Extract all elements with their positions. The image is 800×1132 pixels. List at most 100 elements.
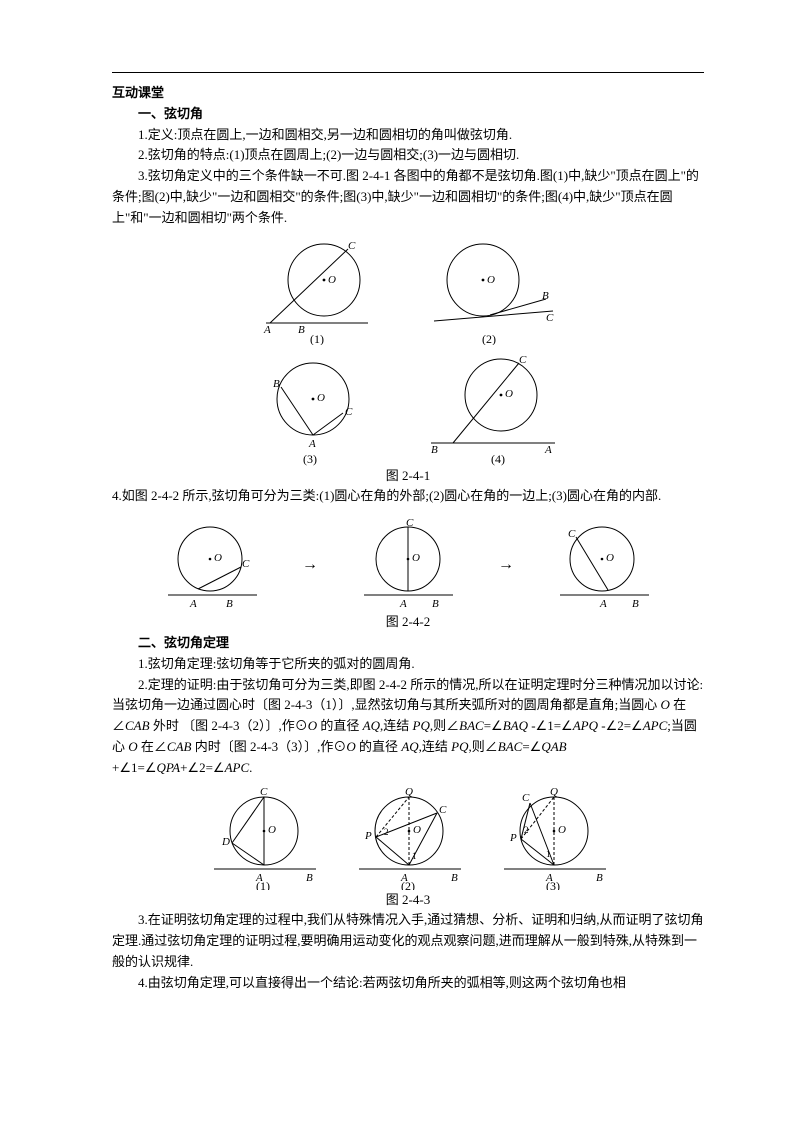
sym-QAB: QAB [541,739,566,754]
label-C4: C [519,354,527,366]
fig-241-row2: O B C A (3) O B A C (4) [112,351,704,466]
t: -∠1=∠ [528,718,573,733]
page-title: 互动课堂 [112,83,704,104]
sym-AQ2: AQ [401,739,418,754]
t: 的直径 [356,739,402,754]
fig-242-2: O C A B [358,517,458,612]
sym-PQ2: PQ [451,739,468,754]
B: B [306,872,313,884]
label-B4: B [431,444,438,456]
o: O [558,824,566,836]
label-C3: C [345,406,353,418]
l-B2: B [432,598,439,610]
two: 2 [384,827,389,837]
section-1-heading: 一、弦切角 [112,104,704,125]
sub-1: (1) [310,332,324,345]
Q: Q [550,786,558,798]
sym-O4: O [346,739,355,754]
t: =∠ [522,739,541,754]
sym-APC: APC [643,718,668,733]
sub-4: (4) [491,452,505,466]
sec2-p4: 4.由弦切角定理,可以直接得出一个结论:若两弦切角所夹的弧相等,则这两个弦切角也… [112,973,704,994]
s3: (3) [546,879,560,890]
page: 互动课堂 一、弦切角 1.定义:顶点在圆上,一边和圆相交,另一边和圆相切的角叫做… [0,0,800,1132]
Q: Q [405,786,413,798]
fig-241-row1: O A B C (1) O B C (2) [112,235,704,345]
sym-CAB2: CAB [167,739,192,754]
label-A: A [263,324,271,336]
l-O3: O [606,552,614,564]
B: B [596,872,603,884]
l-C: C [242,558,250,570]
label-B3: B [273,378,280,390]
sec1-p1: 1.定义:顶点在圆上,一边和圆相交,另一边和圆相切的角叫做弦切角. [112,125,704,146]
B: B [451,872,458,884]
sec2-p3: 3.在证明弦切角定理的过程中,我们从特殊情况入手,通过猜想、分析、证明和归纳,从… [112,910,704,972]
D: D [221,836,230,848]
fig-241-caption: 图 2-4-1 [112,466,704,487]
l-B: B [226,598,233,610]
sec1-p2: 2.弦切角的特点:(1)顶点在圆周上;(2)一边与圆相交;(3)一边与圆相切. [112,145,704,166]
fig-243-1: O D C A B (1) [206,785,321,890]
section-2-heading: 二、弦切角定理 [112,633,704,654]
sym-CAB: CAB [125,718,150,733]
C: C [522,792,530,804]
label-A3: A [308,438,316,450]
l-O2: O [412,552,420,564]
l-A3: A [599,598,607,610]
l-B3: B [632,598,639,610]
t: 的直径 [317,718,363,733]
t: -∠2=∠ [598,718,643,733]
label-B2: B [542,290,549,302]
l-A2: A [399,598,407,610]
sec1-p4: 4.如图 2-4-2 所示,弦切角可分为三类:(1)圆心在角的外部;(2)圆心在… [112,486,704,507]
t: ,连结 [380,718,413,733]
sec2-p2: 2.定理的证明:由于弦切角可分为三类,即图 2-4-2 所示的情况,所以在证明定… [112,675,704,779]
t: 内时〔图 2-4-3（3）〕,作⊙ [191,739,346,754]
fig-241-2: O B C (2) [428,235,558,345]
one: 1 [412,851,417,861]
t: . [249,760,252,775]
label-B: B [298,324,305,336]
l-C3: C [568,528,576,540]
label-C: C [348,240,356,252]
s1: (1) [256,879,270,890]
sub-2: (2) [482,332,496,345]
label-O3: O [317,392,325,404]
sym-APC2: APC [225,760,250,775]
C: C [439,804,447,816]
P: P [509,832,517,844]
fig-241-1: O A B C (1) [258,235,378,345]
sec2-p1: 1.弦切角定理:弦切角等于它所夹的弧对的圆周角. [112,654,704,675]
fig-242-caption: 图 2-4-2 [112,612,704,633]
C: C [260,786,268,798]
s2: (2) [401,879,415,890]
label-A4: A [544,444,552,456]
arrow-2: → [494,552,518,578]
sym-O: O [661,697,670,712]
l-A: A [189,598,197,610]
t: +∠2=∠ [180,760,224,775]
sym-QPA: QPA [156,760,180,775]
t: ,则∠ [469,739,498,754]
fig-241-4: O B A C (4) [423,351,563,466]
arrow-1: → [298,552,322,578]
sym-APQ: APQ [573,718,598,733]
sym-AQ: AQ [363,718,380,733]
two: 2 [524,825,529,835]
t: +∠1=∠ [112,760,156,775]
t: ,连结 [419,739,452,754]
top-rule [112,72,704,73]
fig-241-3: O B C A (3) [253,351,373,466]
t: 在∠ [138,739,167,754]
fig-243-3: O Q C P 1 2 A B (3) [496,785,611,890]
fig-243-row: O D C A B (1) O Q C P 1 [112,785,704,890]
sym-O3: O [128,739,137,754]
sym-PQ: PQ [413,718,430,733]
t: =∠ [484,718,503,733]
sub-3: (3) [303,452,317,466]
sym-BAC2: BAC [498,739,523,754]
l-O: O [214,552,222,564]
fig-243-2: O Q C P 1 2 A B (2) [351,785,466,890]
label-O2: O [487,274,495,286]
